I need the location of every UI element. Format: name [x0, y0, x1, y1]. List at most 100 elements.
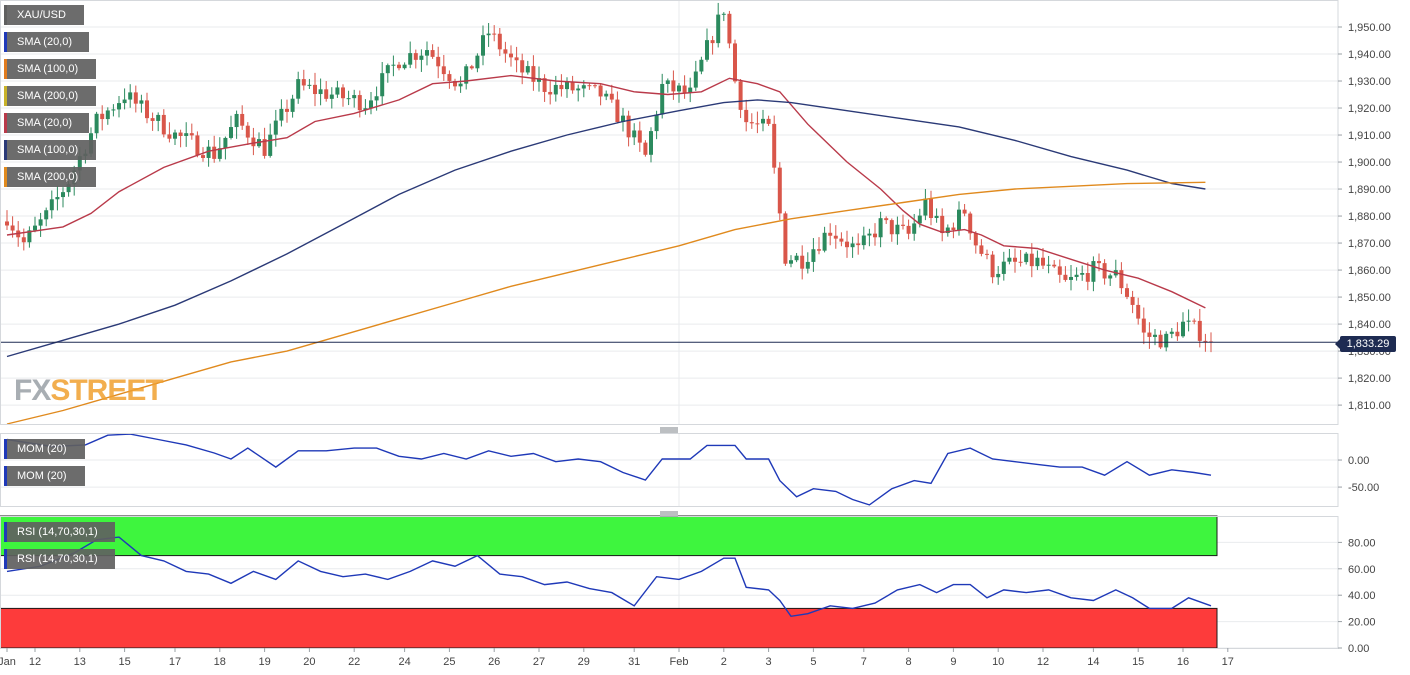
- candle-body: [917, 215, 922, 224]
- candle-body: [990, 254, 995, 278]
- time-axis: Jan 12 13 15 17 18 19 20 22 24 25 26 27 29 31 Feb 2 3 5 7 8 9…: [0, 648, 1234, 668]
- candle-body: [912, 223, 917, 234]
- candle-body: [38, 219, 43, 226]
- legend-label: SMA (100,0): [17, 63, 79, 75]
- candle-body: [699, 59, 704, 72]
- panel-border: [0, 0, 1339, 425]
- candle-body: [598, 85, 603, 97]
- legend-tag[interactable]: RSI (14,70,30,1): [4, 522, 115, 542]
- candle-body: [234, 113, 239, 128]
- legend-label: SMA (20,0): [17, 117, 73, 129]
- time-tick-label: 22: [348, 656, 360, 668]
- legend-label: MOM (20): [17, 470, 67, 482]
- time-tick-label: 25: [443, 656, 455, 668]
- candle-body: [481, 35, 485, 56]
- candle-body: [49, 199, 54, 211]
- candle-body: [738, 81, 743, 110]
- candle-body: [755, 123, 760, 125]
- rsi-bands: [0, 515, 1218, 649]
- legend-tag[interactable]: SMA (200,0): [4, 86, 96, 106]
- candle-body: [525, 66, 530, 73]
- candle-body: [374, 96, 379, 101]
- candle-body: [94, 113, 99, 134]
- candle-body: [878, 218, 883, 238]
- candle-body: [665, 80, 670, 84]
- candle-body: [962, 209, 967, 214]
- candle-body: [615, 99, 620, 123]
- price-tick-label: 1,890.00: [1348, 184, 1391, 196]
- candle-body: [408, 53, 413, 65]
- legend-swatch: [4, 439, 7, 459]
- candle-body: [206, 146, 211, 158]
- price-tick-label: 0.00: [1348, 643, 1369, 655]
- candle-body: [10, 225, 15, 231]
- candle-body: [677, 85, 681, 92]
- candle-body: [957, 209, 961, 231]
- candle-body: [1018, 261, 1023, 263]
- candle-body: [822, 232, 827, 251]
- candle-body: [1192, 320, 1197, 322]
- time-tick-label: 19: [258, 656, 270, 668]
- candle-body: [1175, 331, 1180, 337]
- candle-body: [268, 134, 273, 156]
- legend-label: RSI (14,70,30,1): [17, 553, 98, 565]
- candle-body: [189, 133, 194, 136]
- candle-body: [828, 232, 833, 236]
- candle-body: [761, 118, 765, 124]
- legend-tag[interactable]: XAU/USD: [4, 5, 84, 25]
- legend-tag[interactable]: RSI (14,70,30,1): [4, 549, 115, 569]
- time-tick-label: 3: [766, 656, 772, 668]
- legend-tag[interactable]: MOM (20): [4, 466, 85, 486]
- candle-body: [173, 132, 177, 139]
- time-tick-label: 15: [1132, 656, 1144, 668]
- candle-body: [352, 95, 357, 99]
- candle-body: [682, 85, 687, 93]
- candle-body: [184, 133, 189, 136]
- candle-body: [951, 227, 956, 231]
- price-tick-label: 60.00: [1348, 564, 1376, 576]
- candle-body: [923, 198, 928, 216]
- time-tick-label: 20: [303, 656, 315, 668]
- time-tick-label: 5: [810, 656, 816, 668]
- legend-tag[interactable]: MOM (20): [4, 439, 85, 459]
- candle-body: [313, 84, 317, 95]
- time-tick-label: 26: [488, 656, 500, 668]
- time-tick-label: Jan: [0, 656, 16, 668]
- legend-tag[interactable]: SMA (20,0): [4, 32, 89, 52]
- candle-body: [223, 137, 228, 149]
- candle-body: [531, 66, 536, 82]
- candle-body: [346, 98, 351, 100]
- candle-body: [357, 95, 362, 111]
- candle-body: [996, 273, 1001, 278]
- candle-body: [1181, 321, 1185, 337]
- candle-body: [27, 230, 32, 243]
- candle-body: [1001, 261, 1006, 274]
- candle-body: [1052, 264, 1057, 267]
- candle-body: [850, 243, 855, 248]
- candle-body: [44, 210, 49, 220]
- candle-body: [1158, 334, 1163, 348]
- candle-body: [385, 65, 390, 74]
- legend-swatch: [4, 5, 7, 25]
- legend-label: SMA (200,0): [17, 171, 79, 183]
- time-tick-label: 17: [169, 656, 181, 668]
- candle-body: [262, 139, 267, 156]
- candle-body: [217, 148, 222, 159]
- candle-body: [884, 218, 889, 221]
- candle-body: [329, 94, 334, 99]
- legend-tag[interactable]: SMA (100,0): [4, 59, 96, 79]
- candle-body: [794, 255, 799, 261]
- candle-body: [570, 81, 575, 91]
- candle-body: [397, 64, 401, 69]
- candle-body: [1024, 253, 1029, 263]
- legend-tag[interactable]: SMA (200,0): [4, 167, 96, 187]
- legend-tag[interactable]: SMA (100,0): [4, 140, 96, 160]
- candle-body: [800, 255, 805, 269]
- legend-tag[interactable]: SMA (20,0): [4, 113, 89, 133]
- candle-body: [5, 221, 9, 226]
- candle-body: [934, 215, 939, 218]
- candle-body: [212, 146, 217, 159]
- candle-body: [1074, 274, 1079, 277]
- candle-body: [609, 93, 614, 100]
